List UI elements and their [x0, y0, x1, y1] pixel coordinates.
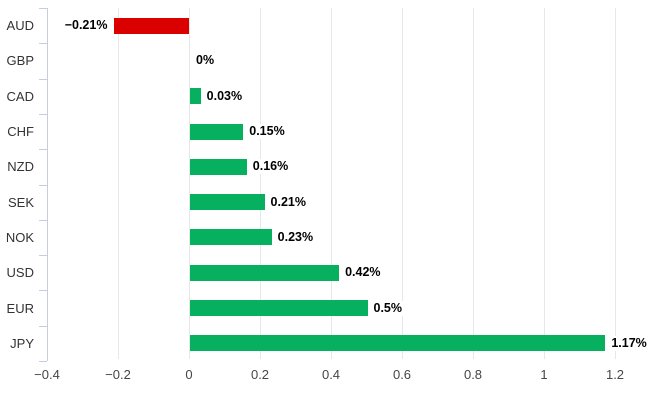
y-axis-tick — [39, 149, 47, 151]
x-gridline — [473, 8, 474, 359]
value-label: 0.16% — [251, 159, 290, 175]
category-label: CHF — [7, 124, 34, 140]
y-axis-tick — [39, 113, 47, 115]
x-gridline — [189, 8, 190, 359]
positive-bar — [190, 123, 244, 140]
x-axis-tick-label: 1.2 — [605, 367, 625, 382]
category-label: CAD — [6, 88, 34, 104]
x-axis-tick-label: −0.4 — [34, 367, 60, 382]
x-axis-tick-label: 0 — [185, 367, 193, 382]
y-axis-tick — [39, 8, 47, 9]
negative-bar — [114, 17, 189, 34]
x-gridline — [260, 8, 261, 359]
x-gridline — [544, 8, 545, 359]
value-label: 0.23% — [276, 229, 315, 245]
category-label: NOK — [5, 229, 34, 245]
y-axis-tick — [39, 255, 47, 257]
y-axis-tick — [39, 43, 47, 45]
category-label: NZD — [7, 159, 34, 175]
value-label: 0.15% — [248, 124, 286, 140]
y-axis-tick — [39, 325, 47, 327]
value-label: −0.21% — [63, 18, 109, 34]
x-axis-tick-label: 0.6 — [392, 367, 412, 382]
x-axis-tick-label: 0.2 — [250, 367, 270, 382]
value-label: 0% — [195, 53, 216, 69]
x-gridline — [615, 8, 616, 359]
positive-bar — [190, 194, 265, 211]
category-label: JPY — [10, 335, 34, 351]
y-axis-tick — [39, 219, 47, 221]
y-axis-tick — [39, 290, 47, 292]
category-label: AUD — [6, 18, 34, 34]
category-label: SEK — [7, 194, 34, 210]
positive-bar — [190, 88, 201, 105]
positive-bar — [190, 335, 606, 352]
value-label: 0.21% — [269, 194, 307, 210]
x-axis-tick-label: 0.8 — [463, 367, 483, 382]
positive-bar — [190, 264, 340, 281]
y-axis-tick — [39, 361, 47, 362]
y-axis-tick — [39, 78, 47, 80]
value-label: 1.17% — [610, 335, 648, 351]
x-gridline — [331, 8, 332, 359]
x-axis-tick-label: −0.2 — [105, 367, 131, 382]
x-gridline — [402, 8, 403, 359]
value-label: 0.42% — [344, 265, 382, 281]
category-label: EUR — [6, 300, 34, 316]
category-label: USD — [6, 265, 34, 281]
value-label: 0.5% — [372, 300, 403, 316]
value-label: 0.03% — [205, 88, 244, 104]
positive-bar — [190, 229, 272, 246]
positive-bar — [190, 158, 247, 175]
x-axis-tick-label: 0.4 — [321, 367, 341, 382]
y-axis-line — [47, 8, 48, 361]
x-axis-tick-label: 1 — [540, 367, 548, 382]
y-axis-tick — [39, 184, 47, 186]
category-label: GBP — [6, 53, 34, 69]
positive-bar — [190, 300, 368, 317]
x-gridline — [118, 8, 119, 359]
